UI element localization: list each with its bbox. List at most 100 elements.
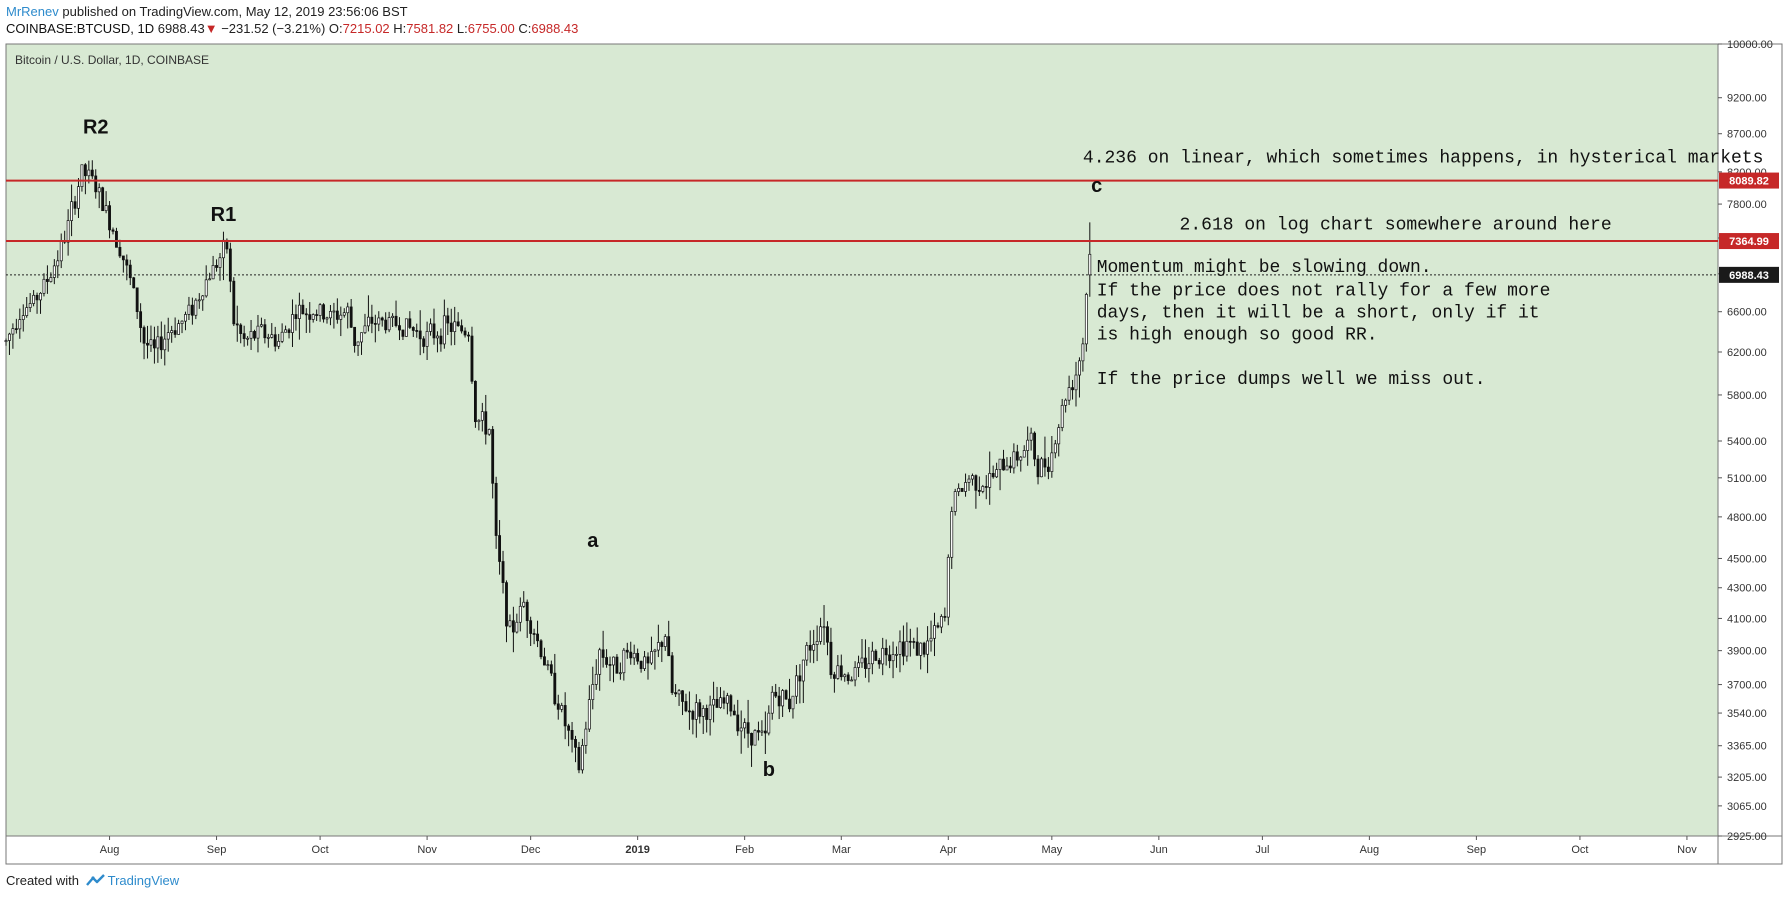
candle-body: [826, 626, 829, 643]
candle: [763, 711, 767, 754]
candle: [729, 694, 733, 717]
candle: [801, 659, 805, 704]
candle-body: [750, 732, 753, 746]
x-tick-label: Sep: [207, 844, 227, 856]
candle-body: [491, 429, 495, 484]
candle-body: [49, 277, 53, 282]
chart-annotation-text[interactable]: c: [1091, 175, 1102, 197]
candle-body: [249, 331, 253, 339]
candle-body: [439, 335, 443, 345]
candle-body: [715, 698, 719, 708]
candle-body: [1026, 439, 1030, 451]
candle-body: [101, 187, 105, 212]
candle: [1002, 449, 1005, 471]
candle: [301, 299, 305, 315]
candle: [650, 636, 653, 665]
candle: [853, 661, 857, 687]
candle-body: [591, 684, 595, 700]
candle: [877, 657, 881, 669]
chart-annotation-text[interactable]: 2.618 on log chart somewhere around here: [1180, 215, 1612, 235]
chart-annotation-text[interactable]: a: [587, 530, 599, 552]
candle: [356, 341, 360, 356]
candle: [194, 298, 198, 320]
candle: [694, 694, 698, 738]
candle-body: [515, 621, 519, 633]
x-tick-label: Aug: [100, 844, 120, 856]
candle: [753, 729, 757, 746]
candle: [922, 641, 926, 658]
candle-body: [45, 278, 49, 282]
candle-body: [70, 201, 74, 221]
candle: [632, 644, 636, 666]
candle: [1057, 424, 1061, 457]
candle: [705, 704, 709, 733]
candle-body: [791, 695, 795, 710]
candle-body: [615, 656, 619, 674]
footer: Created with TradingView: [6, 873, 179, 890]
candle-body: [432, 323, 436, 339]
x-tick-label: Nov: [417, 844, 437, 856]
candle-body: [408, 318, 412, 328]
chart-annotation-text[interactable]: days, then it will be a short, only if i…: [1097, 304, 1540, 324]
candle-body: [539, 640, 543, 658]
candle-body: [460, 325, 464, 332]
candle: [926, 626, 930, 674]
candle: [881, 637, 885, 676]
x-tick-label: Nov: [1677, 844, 1697, 856]
tradingview-link[interactable]: TradingView: [107, 873, 180, 888]
candle: [467, 331, 470, 342]
candle: [470, 326, 474, 384]
tradingview-logo-icon[interactable]: [85, 874, 106, 890]
price-badge: [1719, 266, 1779, 283]
candle: [556, 694, 560, 720]
candle-body: [194, 299, 198, 316]
candle-body: [315, 314, 319, 316]
candle: [532, 628, 536, 645]
candle-body: [304, 313, 308, 316]
chart-annotation-text[interactable]: Momentum might be slowing down.: [1097, 258, 1432, 278]
candle-body: [256, 325, 260, 339]
candle-body: [895, 653, 898, 656]
open-label: O:: [328, 21, 343, 36]
y-tick-label: 4500.00: [1727, 553, 1767, 565]
chart-annotation-text[interactable]: R1: [211, 204, 237, 226]
candle-body: [353, 326, 357, 346]
candle: [957, 483, 961, 497]
y-tick-label: 3205.00: [1727, 772, 1767, 784]
chart-annotation-text[interactable]: If the price dumps well we miss out.: [1097, 370, 1486, 390]
candle-body: [149, 339, 153, 346]
candle-body: [864, 657, 867, 669]
candle: [843, 673, 847, 682]
chart-annotation-text[interactable]: 4.236 on linear, which sometimes happens…: [1083, 148, 1764, 168]
chart-annotation-text[interactable]: R2: [83, 117, 109, 139]
candle-body: [270, 334, 274, 338]
author-link[interactable]: MrRenev: [6, 4, 59, 19]
candle: [991, 465, 995, 479]
chart-annotation-text[interactable]: is high enough so good RR.: [1097, 326, 1378, 346]
candle-body: [846, 674, 850, 681]
candle-body: [794, 675, 798, 697]
candle: [536, 620, 539, 648]
candle-body: [401, 329, 405, 337]
plot-area[interactable]: [5, 43, 1719, 837]
x-tick-label: Mar: [832, 844, 851, 856]
candle-body: [77, 186, 80, 209]
candle-body: [822, 626, 826, 629]
candle-body: [42, 278, 46, 294]
candle-body: [453, 321, 457, 333]
candle: [94, 169, 98, 199]
candle: [570, 721, 574, 753]
candle-body: [501, 561, 505, 583]
close-value: 6988.43: [531, 21, 579, 36]
candle-body: [850, 679, 854, 682]
candle: [442, 299, 446, 349]
candle: [184, 311, 187, 331]
candle-body: [363, 325, 367, 334]
chart-annotation-text[interactable]: b: [763, 759, 775, 781]
candle-body: [1067, 387, 1071, 401]
time-axis-area[interactable]: [5, 835, 1719, 865]
candle-body: [1012, 451, 1016, 469]
candle-body: [291, 314, 294, 333]
chart-annotation-text[interactable]: If the price does not rally for a few mo…: [1097, 281, 1551, 301]
